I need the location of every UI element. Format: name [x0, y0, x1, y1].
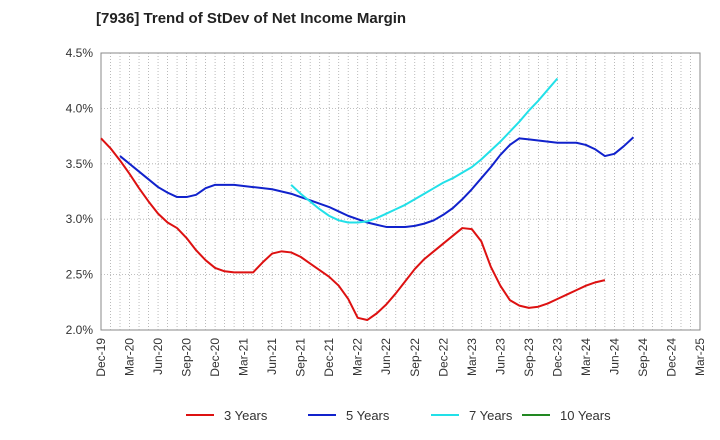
y-tick-label: 4.5%	[66, 46, 94, 60]
x-tick-label: Dec-24	[664, 338, 678, 377]
x-tick-label: Sep-22	[408, 338, 422, 377]
legend-label-5-years: 5 Years	[346, 408, 390, 423]
x-tick-label: Jun-23	[493, 338, 507, 375]
legend-label-3-years: 3 Years	[224, 408, 268, 423]
x-tick-label: Jun-20	[151, 338, 165, 375]
y-tick-label: 2.0%	[66, 323, 94, 337]
series-line-5-years	[119, 136, 635, 228]
x-tick-label: Jun-22	[379, 338, 393, 375]
legend-label-10-years: 10 Years	[560, 408, 611, 423]
y-tick-label: 3.0%	[66, 212, 94, 226]
x-tick-label: Dec-19	[94, 338, 108, 377]
x-tick-label: Mar-22	[351, 338, 365, 376]
x-tick-label: Mar-20	[123, 338, 137, 376]
x-tick-label: Sep-23	[522, 338, 536, 377]
x-tick-label: Mar-25	[693, 338, 707, 376]
chart-title: [7936] Trend of StDev of Net Income Marg…	[96, 10, 407, 27]
x-tick-label: Mar-23	[465, 338, 479, 376]
legend: 3 Years 5 Years 7 Years 10 Years	[186, 408, 611, 423]
series-line-7-years	[290, 77, 559, 224]
x-tick-label: Dec-23	[550, 338, 564, 377]
x-tick-label: Sep-21	[294, 338, 308, 377]
y-tick-label: 3.5%	[66, 157, 94, 171]
x-tick-label: Jun-24	[607, 338, 621, 375]
x-tick-label: Sep-24	[636, 338, 650, 377]
x-tick-label: Dec-22	[436, 338, 450, 377]
x-tick-label: Mar-24	[579, 338, 593, 376]
y-tick-label: 2.5%	[66, 268, 94, 282]
x-tick-label: Sep-20	[180, 338, 194, 377]
y-tick-label: 4.0%	[66, 101, 94, 115]
x-tick-label: Dec-21	[322, 338, 336, 377]
axes: 2.0% 2.5% 3.0% 3.5% 4.0% 4.5% Dec-19 Mar-20 Jun-…	[66, 46, 707, 377]
series-line-3-years	[100, 137, 606, 322]
x-tick-label: Jun-21	[265, 338, 279, 375]
series-lines	[100, 77, 635, 322]
x-tick-label: Dec-20	[208, 338, 222, 377]
x-tick-label: Mar-21	[237, 338, 251, 376]
legend-label-7-years: 7 Years	[469, 408, 513, 423]
